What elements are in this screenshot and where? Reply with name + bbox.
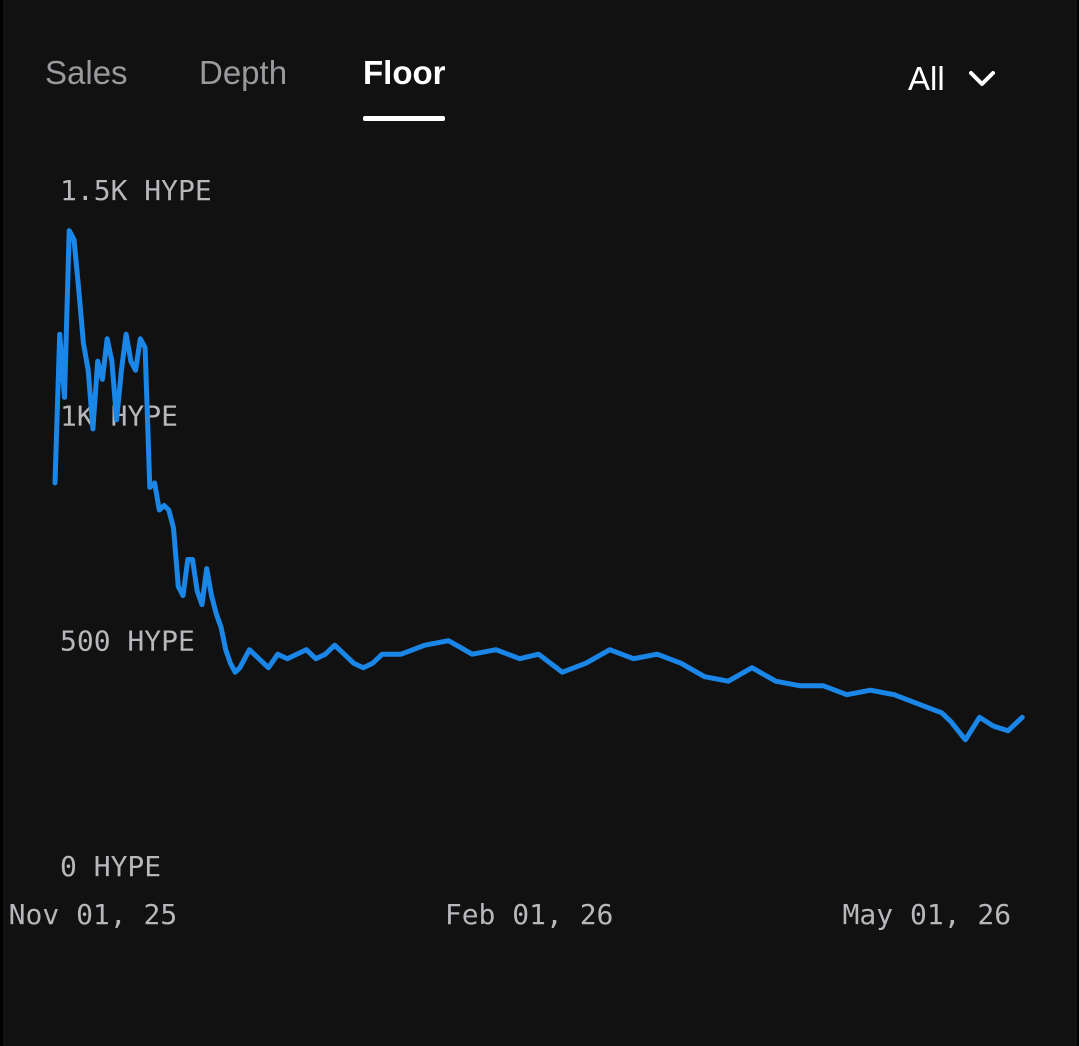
time-range-value: All <box>908 60 945 97</box>
tab-sales[interactable]: Sales <box>45 54 128 91</box>
chevron-down-icon <box>968 71 995 86</box>
y-tick-label: 1.5K HYPE <box>60 174 212 207</box>
tab-floor-label: Floor <box>363 54 446 91</box>
tab-floor[interactable]: Floor <box>363 52 446 121</box>
x-tick-label: May 01, 26 <box>843 898 1012 931</box>
floor-chart-panel: Sales Depth Floor All 0 HYPE 500 HYPE 1K H… <box>3 0 1077 1046</box>
x-tick-label: Nov 01, 25 <box>9 898 178 931</box>
tab-depth[interactable]: Depth <box>199 54 288 91</box>
x-tick-label: Feb 01, 26 <box>445 898 614 931</box>
y-tick-label: 500 HYPE <box>60 625 195 658</box>
time-range-dropdown[interactable]: All <box>908 56 997 102</box>
y-tick-label: 0 HYPE <box>60 850 161 883</box>
chart-series <box>52 228 1025 743</box>
floor-price-line <box>52 228 1025 743</box>
x-axis-labels: Nov 01, 25 Feb 01, 26 May 01, 26 <box>9 898 1011 931</box>
active-tab-underline <box>363 116 446 121</box>
chart-tabs: Sales Depth Floor All <box>3 0 1077 130</box>
